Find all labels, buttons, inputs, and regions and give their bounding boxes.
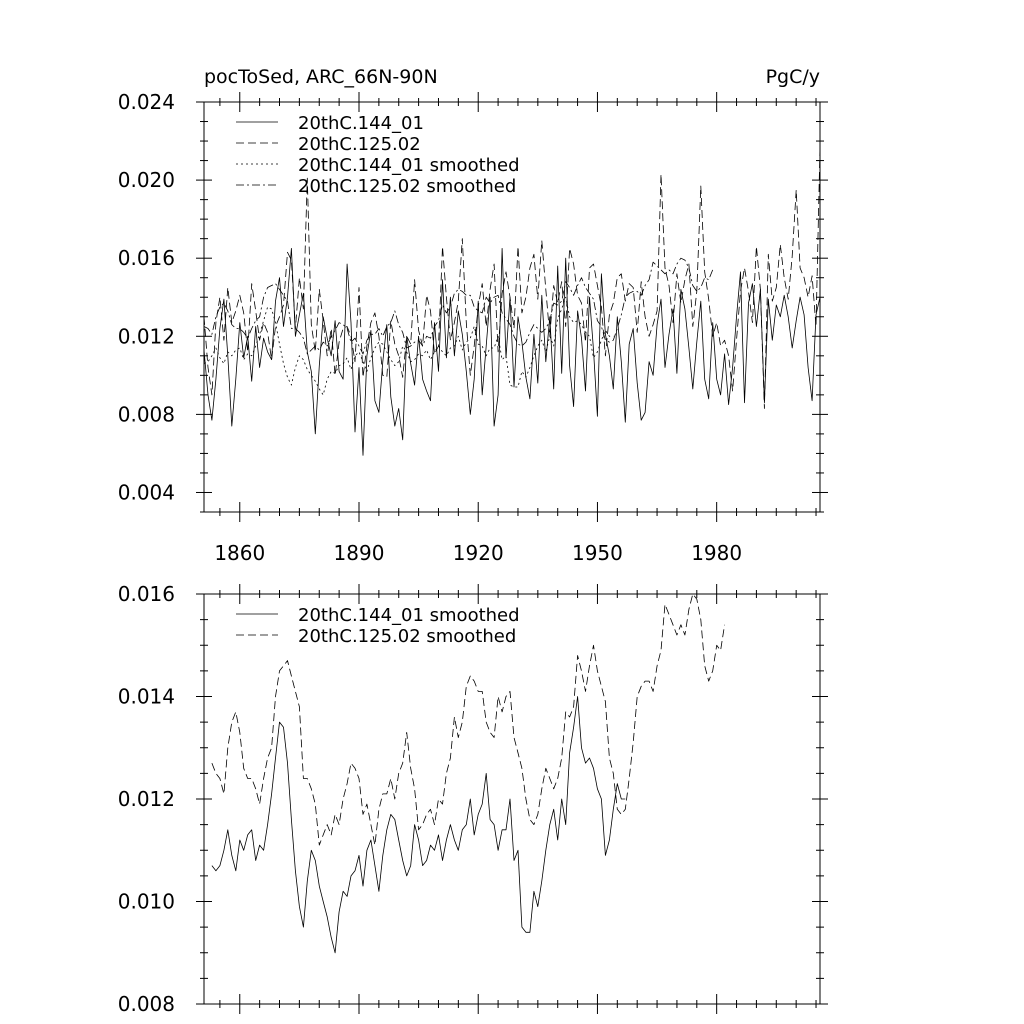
bottom-y-tick-labels: 0.008 0.010 0.012 0.014 0.016: [118, 582, 175, 1016]
y-tick-label: 0.016: [118, 582, 175, 606]
chart-units: PgC/y: [766, 66, 820, 88]
legend-label-3: 20thC.144_01 smoothed: [298, 155, 520, 176]
x-tick-label: 1980: [691, 541, 742, 565]
y-tick-label: 0.008: [118, 402, 175, 426]
legend-label-4: 20thC.125.02 smoothed: [298, 176, 516, 197]
y-tick-label: 0.020: [118, 168, 175, 192]
legend-label-1: 20thC.144_01: [298, 113, 424, 134]
top-series-group: [203, 146, 821, 456]
bottom-axis-ticks: [196, 584, 828, 1014]
top-y-tick-labels: 0.004 0.008 0.012 0.016 0.020 0.024: [118, 90, 175, 504]
x-tick-label: 1950: [572, 541, 623, 565]
y-tick-label: 0.004: [118, 480, 175, 504]
bottom-plot-frame: [203, 593, 821, 1005]
y-tick-label: 0.008: [118, 992, 175, 1016]
top-plot-frame: [203, 101, 821, 513]
x-tick-label: 1920: [453, 541, 504, 565]
y-tick-label: 0.012: [118, 787, 175, 811]
top-panel: pocToSed, ARC_66N-90N PgC/y 20thC.144_01…: [118, 66, 828, 565]
series-line-1: [211, 696, 626, 954]
y-tick-label: 0.010: [118, 890, 175, 914]
y-tick-label: 0.024: [118, 90, 175, 114]
y-tick-label: 0.014: [118, 685, 175, 709]
series-line-4: [203, 257, 714, 355]
x-tick-label: 1860: [214, 541, 265, 565]
x-tick-label: 1890: [334, 541, 385, 565]
y-tick-label: 0.016: [118, 246, 175, 270]
series-line-2: [211, 593, 725, 846]
y-tick-label: 0.012: [118, 324, 175, 348]
legend-label-2: 20thC.125.02: [298, 134, 421, 155]
series-line-2: [203, 146, 821, 409]
legend-label-1: 20thC.144_01 smoothed: [298, 605, 520, 626]
top-x-tick-labels: 1860 1890 1920 1950 1980: [214, 541, 742, 565]
chart-title: pocToSed, ARC_66N-90N: [204, 66, 438, 88]
legend-label-2: 20thC.125.02 smoothed: [298, 626, 516, 647]
series-line-3: [203, 296, 614, 396]
series-line-1: [203, 248, 821, 456]
bottom-series-group: [211, 593, 725, 954]
